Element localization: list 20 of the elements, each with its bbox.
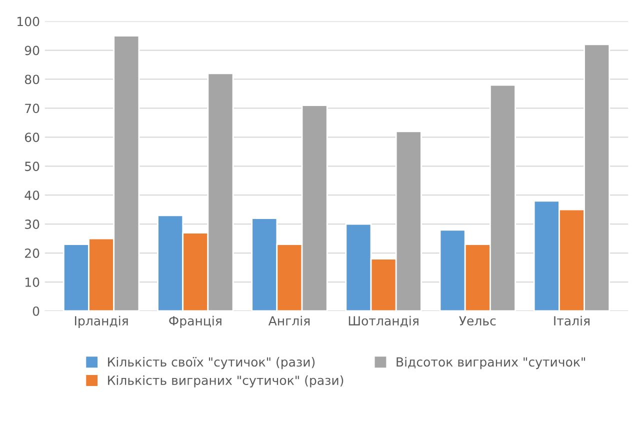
y-tick-label: 30 bbox=[25, 220, 40, 230]
y-tick-label: 0 bbox=[32, 306, 40, 316]
y-tick-label: 100 bbox=[18, 16, 40, 26]
legend-label: Кількість своїх "сутичок" (рази) bbox=[108, 356, 315, 370]
y-tick-label: 40 bbox=[24, 190, 40, 200]
y-tick-label: 50 bbox=[25, 162, 40, 172]
y-tick-label: 90 bbox=[24, 46, 40, 56]
x-tick-label: Уельс bbox=[459, 316, 496, 326]
y-tick-label: 10 bbox=[25, 277, 40, 287]
y-tick-label: 20 bbox=[25, 248, 40, 258]
x-tick-label: Шотландія bbox=[348, 316, 418, 328]
x-tick-label: Франція bbox=[169, 316, 222, 328]
x-tick-label: Англія bbox=[268, 316, 310, 326]
y-tick-label: 80 bbox=[24, 74, 40, 84]
legend-label: Кількість виграних "сутичок" (рази) bbox=[108, 375, 344, 388]
x-tick-label: Ірландія bbox=[75, 316, 128, 328]
y-tick-label: 60 bbox=[24, 132, 40, 142]
y-tick-label: 70 bbox=[25, 104, 40, 114]
legend-label: Відсоток виграних "сутичок" bbox=[396, 356, 586, 370]
x-tick-label: Італія bbox=[554, 316, 590, 326]
